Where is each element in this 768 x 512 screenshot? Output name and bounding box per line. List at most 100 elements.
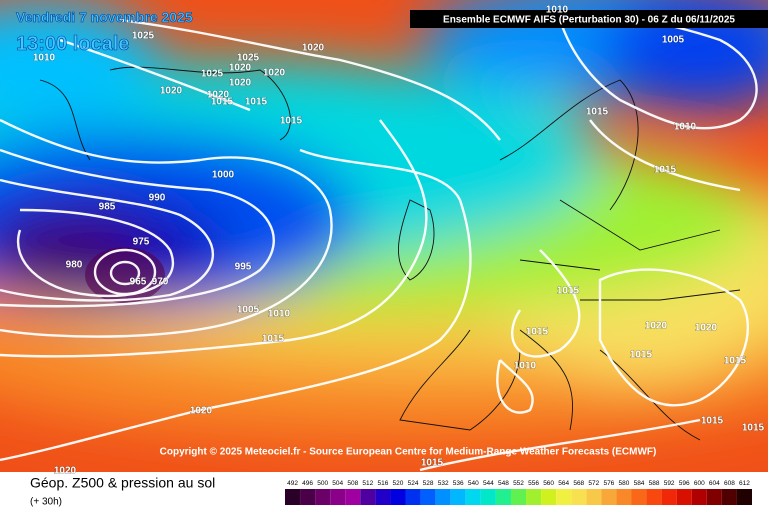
- scale-swatch: [661, 489, 677, 505]
- scale-swatch: [315, 489, 331, 505]
- isobar-label: 1015: [724, 356, 747, 367]
- scale-label: 588: [649, 480, 660, 487]
- isobar-label: 1015: [421, 458, 444, 469]
- isobar-label: 1000: [212, 170, 235, 181]
- scale-swatch: [541, 489, 557, 505]
- scale-label: 500: [317, 480, 328, 487]
- isobar-label: 1020: [263, 68, 286, 79]
- scale-label: 560: [543, 480, 554, 487]
- scale-swatch: [375, 489, 391, 505]
- isobar-label: 1010: [514, 361, 537, 372]
- scale-swatch: [706, 489, 722, 505]
- isobar-label: 980: [66, 260, 83, 271]
- isobar-label: 1020: [190, 406, 213, 417]
- isobar-label: 1010: [33, 53, 56, 64]
- isobar-label: 1010: [268, 309, 291, 320]
- scale-swatch: [300, 489, 316, 505]
- scale-label: 592: [664, 480, 675, 487]
- isobar-label: 1015: [262, 334, 285, 345]
- isobar-label: 1015: [245, 97, 268, 108]
- copyright: Copyright © 2025 Meteociel.fr - Source E…: [160, 447, 657, 458]
- scale-label: 536: [453, 480, 464, 487]
- isobar-label: 1015: [742, 423, 765, 434]
- footer-title: Géop. Z500 & pression au sol: [30, 475, 215, 491]
- scale-swatch: [405, 489, 421, 505]
- isobar-label: 1020: [207, 90, 230, 101]
- isobar-label: 1015: [557, 286, 580, 297]
- scale-label: 524: [408, 480, 419, 487]
- isobar-label: 1025: [201, 69, 224, 80]
- scale-swatch: [345, 489, 361, 505]
- scale-label: 556: [528, 480, 539, 487]
- scale-swatch: [736, 489, 752, 505]
- scale-swatch: [360, 489, 376, 505]
- scale-swatch: [691, 489, 707, 505]
- isobar-label: 1010: [546, 5, 569, 16]
- isobar-label: 1015: [526, 327, 549, 338]
- scale-swatch: [420, 489, 436, 505]
- scale-label: 584: [634, 480, 645, 487]
- scale-swatch: [646, 489, 662, 505]
- isobar-label: 1020: [160, 86, 183, 97]
- scale-label: 516: [377, 480, 388, 487]
- isobar-label: 995: [235, 262, 252, 273]
- scale-label: 612: [739, 480, 750, 487]
- scale-label: 508: [347, 480, 358, 487]
- scale-swatch: [495, 489, 511, 505]
- isobar-label: 975: [133, 237, 150, 248]
- scale-label: 528: [423, 480, 434, 487]
- scale-label: 608: [724, 480, 735, 487]
- scale-label: 604: [709, 480, 720, 487]
- scale-label: 580: [619, 480, 630, 487]
- scale-label: 496: [302, 480, 313, 487]
- isobar-label: 1015: [280, 116, 303, 127]
- scale-label: 596: [679, 480, 690, 487]
- isobar-label: 1020: [695, 323, 718, 334]
- isobar-label: 1020: [229, 78, 252, 89]
- isobar-label: 1025: [237, 53, 260, 64]
- scale-label: 532: [438, 480, 449, 487]
- isobar-label: 965: [130, 277, 147, 288]
- forecast-time: 13:00 locale: [16, 33, 129, 55]
- isobar-label: 1020: [229, 63, 252, 74]
- isobar-label: 1015: [630, 350, 653, 361]
- scale-swatch: [676, 489, 692, 505]
- isobar-label: 970: [152, 277, 169, 288]
- scale-swatch: [556, 489, 572, 505]
- scale-swatch: [721, 489, 737, 505]
- isobar-label: 1020: [54, 466, 77, 477]
- scale-swatch: [480, 489, 496, 505]
- scale-label: 540: [468, 480, 479, 487]
- isobar-label: 1010: [674, 122, 697, 133]
- field: [0, 0, 768, 472]
- isobars: [0, 14, 758, 472]
- forecast-date: Vendredi 7 novembre 2025: [16, 9, 193, 25]
- isobar-label: 990: [149, 193, 166, 204]
- coastlines: [39, 66, 741, 441]
- scale-swatch: [526, 489, 542, 505]
- model-banner: [410, 10, 768, 28]
- scale-swatch: [631, 489, 647, 505]
- scale-label: 492: [287, 480, 298, 487]
- scale-swatch: [435, 489, 451, 505]
- scale-label: 572: [588, 480, 599, 487]
- footer-lead: (+ 30h): [30, 497, 62, 508]
- scale-label: 564: [558, 480, 569, 487]
- scale-swatch: [450, 489, 466, 505]
- model-info: Ensemble ECMWF AIFS (Perturbation 30) - …: [443, 15, 735, 26]
- scale-label: 520: [393, 480, 404, 487]
- scale-swatch: [330, 489, 346, 505]
- isobar-label: 1015: [586, 107, 609, 118]
- isobar-label: 1015: [211, 97, 234, 108]
- scale-swatch: [285, 489, 301, 505]
- scale-swatch: [571, 489, 587, 505]
- isobar-label: 985: [99, 202, 116, 213]
- scale-label: 600: [694, 480, 705, 487]
- scale-swatch: [510, 489, 527, 505]
- scale-label: 512: [362, 480, 373, 487]
- scale-swatch: [390, 489, 406, 505]
- isobar-label: 1020: [302, 43, 325, 54]
- color-scale: 492 496 500 504 508 512 516 520 524 528 532 536 540 5…: [285, 480, 752, 505]
- isobar-label: 1005: [237, 305, 260, 316]
